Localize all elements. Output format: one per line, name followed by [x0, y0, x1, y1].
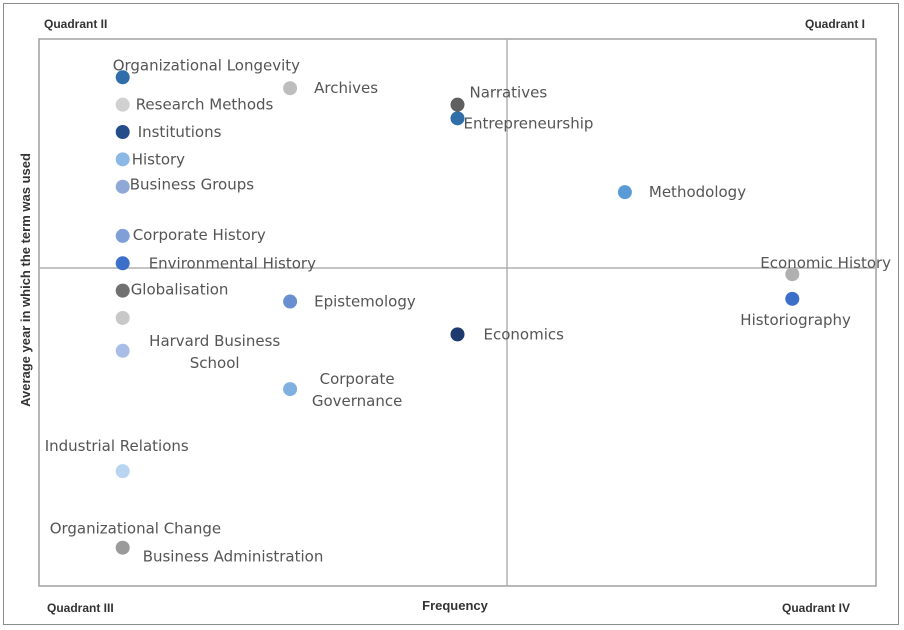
- point-label: Industrial Relations: [45, 437, 189, 455]
- point-label: Environmental History: [149, 254, 316, 272]
- data-point: [115, 540, 130, 555]
- point-label: Globalisation: [131, 281, 229, 299]
- data-point: [785, 291, 800, 306]
- data-point: [283, 382, 298, 397]
- point-label: Corporate Governance: [312, 370, 403, 410]
- x-axis-label: Frequency: [422, 598, 489, 613]
- points-layer: [115, 70, 800, 555]
- point-label: Research Methods: [136, 96, 274, 114]
- point-label: History: [132, 150, 185, 168]
- data-point: [283, 294, 298, 309]
- point-label: Historiography: [740, 311, 851, 329]
- point-label: Organizational Longevity: [113, 56, 300, 74]
- point-label: Epistemology: [314, 293, 416, 311]
- point-label: Institutions: [138, 123, 222, 141]
- y-axis-label: Average year in which the term was used: [18, 153, 33, 407]
- point-label: Methodology: [649, 183, 746, 201]
- plot-area: [38, 38, 877, 587]
- data-point: [115, 464, 130, 479]
- point-label: Economics: [484, 325, 565, 343]
- point-label: Corporate History: [133, 226, 266, 244]
- data-point: [450, 97, 465, 112]
- point-label: Economic History: [760, 254, 891, 272]
- point-label: Harvard Business School: [149, 332, 280, 372]
- quadrant-iii-label: Quadrant III: [47, 601, 114, 615]
- data-point: [115, 228, 130, 243]
- point-label: Business Groups: [130, 176, 255, 194]
- data-point: [450, 111, 465, 126]
- data-point: [115, 283, 130, 298]
- data-point: [617, 185, 632, 200]
- labels-layer: Organizational Longevity Archives Research…: [45, 56, 891, 565]
- quadrant-i-label: Quadrant I: [805, 17, 865, 31]
- data-point: [115, 97, 130, 112]
- data-point: [115, 256, 130, 271]
- data-point: [785, 267, 800, 282]
- point-label: Business Administration: [143, 548, 324, 566]
- data-point: [115, 179, 130, 194]
- quadrant-ii-label: Quadrant II: [44, 17, 107, 31]
- point-label: Organizational Change: [50, 520, 221, 538]
- data-point: [115, 310, 130, 325]
- point-label: Entrepreneurship: [464, 114, 594, 132]
- data-point: [283, 81, 298, 96]
- quadrant-iv-label: Quadrant IV: [782, 601, 850, 615]
- data-point: [115, 343, 130, 358]
- data-point: [115, 124, 130, 139]
- data-point: [115, 70, 130, 85]
- data-point: [450, 327, 465, 342]
- point-label: Archives: [314, 79, 378, 97]
- data-point: [115, 152, 130, 167]
- point-label: Narratives: [470, 84, 548, 102]
